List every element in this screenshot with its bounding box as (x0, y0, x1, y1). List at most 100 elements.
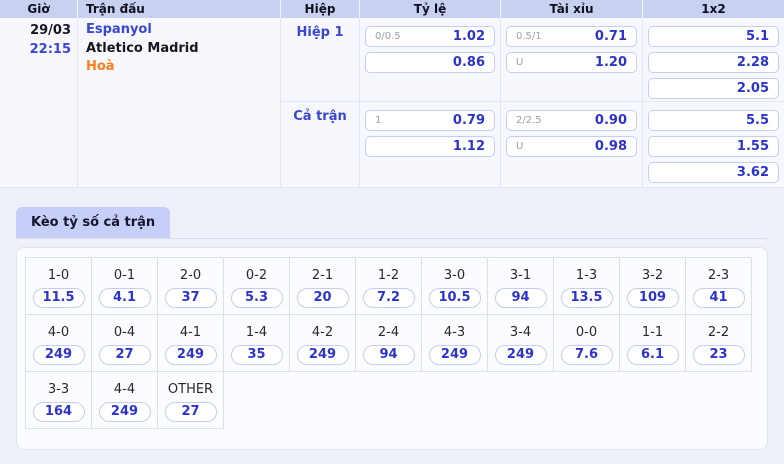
score-cell: 4-4 249 (91, 371, 158, 429)
score-odd-button[interactable]: 20 (296, 287, 349, 308)
score-cell: 2-2 23 (685, 314, 752, 372)
odds-box-1x2[interactable]: 5.1 (648, 26, 779, 47)
score-odd-button[interactable]: 249 (428, 344, 481, 365)
score-odd-button[interactable]: 35 (230, 344, 283, 365)
header-handicap: Tỷ lệ (360, 0, 501, 18)
odds-box-over-under[interactable]: 2/2.5 0.90 (506, 110, 637, 131)
score-odd-button[interactable]: 27 (164, 401, 217, 422)
away-team-label: Atletico Madrid (86, 40, 199, 56)
score-odd-button[interactable]: 249 (98, 401, 151, 422)
odds-box-handicap[interactable]: 1 0.79 (365, 110, 495, 131)
score-label: 0-4 (113, 324, 136, 340)
score-odd-button[interactable]: 249 (32, 344, 85, 365)
score-cell: 3-1 94 (487, 257, 554, 315)
score-odds-section: Kèo tỷ số cả trận 1-0 11.5 0-1 4.1 2-0 3… (0, 188, 784, 450)
1x2-odds-half1: 5.1 2.28 2.05 (643, 18, 784, 102)
score-cell: 3-3 164 (25, 371, 92, 429)
score-cell: 4-3 249 (421, 314, 488, 372)
odds-box-handicap[interactable]: 0.86 (365, 52, 495, 73)
odds-box-over-under[interactable]: 0.5/1 0.71 (506, 26, 637, 47)
score-label: 2-1 (311, 267, 334, 283)
odds-value: 5.5 (745, 113, 769, 128)
odds-value: 0.86 (452, 55, 485, 70)
odds-value: 1.20 (594, 55, 627, 70)
score-cell: 2-1 20 (289, 257, 356, 315)
odds-value: 0.79 (452, 113, 485, 128)
match-time-cell: 29/03 22:15 (0, 18, 78, 187)
odds-box-over-under[interactable]: U 1.20 (506, 52, 637, 73)
handicap-value: 0.5/1 (516, 31, 542, 42)
score-cell: 2-3 41 (685, 257, 752, 315)
score-label: 4-2 (311, 324, 334, 340)
score-odd-button[interactable]: 37 (164, 287, 217, 308)
odds-box-1x2[interactable]: 5.5 (648, 110, 779, 131)
score-label: 3-3 (47, 381, 70, 397)
score-label: 3-4 (509, 324, 532, 340)
period-label-half1: Hiệp 1 (281, 18, 360, 102)
score-label: 1-1 (641, 324, 664, 340)
score-odd-button[interactable]: 4.1 (98, 287, 151, 308)
score-label: 0-0 (575, 324, 598, 340)
match-time: 22:15 (29, 42, 71, 57)
score-odd-button[interactable]: 7.6 (560, 344, 613, 365)
score-odd-button[interactable]: 13.5 (560, 287, 613, 308)
score-odd-button[interactable]: 249 (296, 344, 349, 365)
score-cell: 4-0 249 (25, 314, 92, 372)
score-odd-button[interactable]: 41 (692, 287, 745, 308)
score-cell: 0-2 5.3 (223, 257, 290, 315)
header-over-under: Tài xỉu (501, 0, 643, 18)
score-odd-button[interactable]: 5.3 (230, 287, 283, 308)
score-odds-panel: 1-0 11.5 0-1 4.1 2-0 37 0-2 5.3 2-1 20 1… (16, 247, 768, 450)
score-label: 1-3 (575, 267, 598, 283)
odds-value: 1.55 (736, 139, 769, 154)
odds-value: 2.05 (736, 81, 769, 96)
score-odd-button[interactable]: 94 (362, 344, 415, 365)
score-odd-button[interactable]: 27 (98, 344, 151, 365)
tab-row: Kèo tỷ số cả trận (16, 207, 767, 239)
score-label: 4-3 (443, 324, 466, 340)
odds-box-1x2[interactable]: 1.55 (648, 136, 779, 157)
match-date: 29/03 (30, 23, 71, 38)
handicap-value: U (516, 57, 524, 68)
score-odd-button[interactable]: 94 (494, 287, 547, 308)
1x2-odds-fulltime: 5.5 1.55 3.62 (643, 102, 784, 187)
score-label: 0-2 (245, 267, 268, 283)
score-label: 4-4 (113, 381, 136, 397)
score-odd-button[interactable]: 249 (494, 344, 547, 365)
odds-box-handicap[interactable]: 0/0.5 1.02 (365, 26, 495, 47)
score-cell: 1-4 35 (223, 314, 290, 372)
score-cell: 0-4 27 (91, 314, 158, 372)
over-under-odds-fulltime: 2/2.5 0.90 U 0.98 (501, 102, 643, 187)
match-result-label: Hoà (86, 59, 115, 74)
handicap-value: 2/2.5 (516, 115, 542, 126)
odds-table-body: 29/03 22:15 Espanyol Atletico Madrid Hoà… (0, 18, 784, 188)
score-odd-button[interactable]: 6.1 (626, 344, 679, 365)
score-odd-button[interactable]: 23 (692, 344, 745, 365)
odds-box-1x2[interactable]: 2.28 (648, 52, 779, 73)
score-label: 3-1 (509, 267, 532, 283)
score-cell: 1-1 6.1 (619, 314, 686, 372)
header-time: Giờ (0, 0, 78, 18)
score-odd-button[interactable]: 7.2 (362, 287, 415, 308)
period-label-fulltime: Cả trận (281, 102, 360, 187)
score-odd-button[interactable]: 11.5 (32, 287, 85, 308)
score-odd-button[interactable]: 10.5 (428, 287, 481, 308)
home-team-link[interactable]: Espanyol (86, 22, 152, 37)
odds-box-1x2[interactable]: 2.05 (648, 78, 779, 99)
score-odd-button[interactable]: 164 (32, 401, 85, 422)
score-grid: 1-0 11.5 0-1 4.1 2-0 37 0-2 5.3 2-1 20 1… (25, 257, 752, 429)
score-cell: 3-2 109 (619, 257, 686, 315)
score-odd-button[interactable]: 109 (626, 287, 679, 308)
odds-box-over-under[interactable]: U 0.98 (506, 136, 637, 157)
match-teams-cell[interactable]: Espanyol Atletico Madrid Hoà (78, 18, 281, 187)
match-odds-table: Giờ Trận đấu Hiệp Tỷ lệ Tài xỉu 1x2 29/0… (0, 0, 784, 188)
odds-box-1x2[interactable]: 3.62 (648, 162, 779, 183)
handicap-value: U (516, 141, 524, 152)
score-cell: 2-0 37 (157, 257, 224, 315)
score-cell: 0-1 4.1 (91, 257, 158, 315)
handicap-odds-half1: 0/0.5 1.02 0.86 (360, 18, 501, 102)
header-1x2: 1x2 (701, 2, 726, 16)
tab-full-match-score-odds[interactable]: Kèo tỷ số cả trận (16, 207, 171, 238)
odds-box-handicap[interactable]: 1.12 (365, 136, 495, 157)
score-odd-button[interactable]: 249 (164, 344, 217, 365)
